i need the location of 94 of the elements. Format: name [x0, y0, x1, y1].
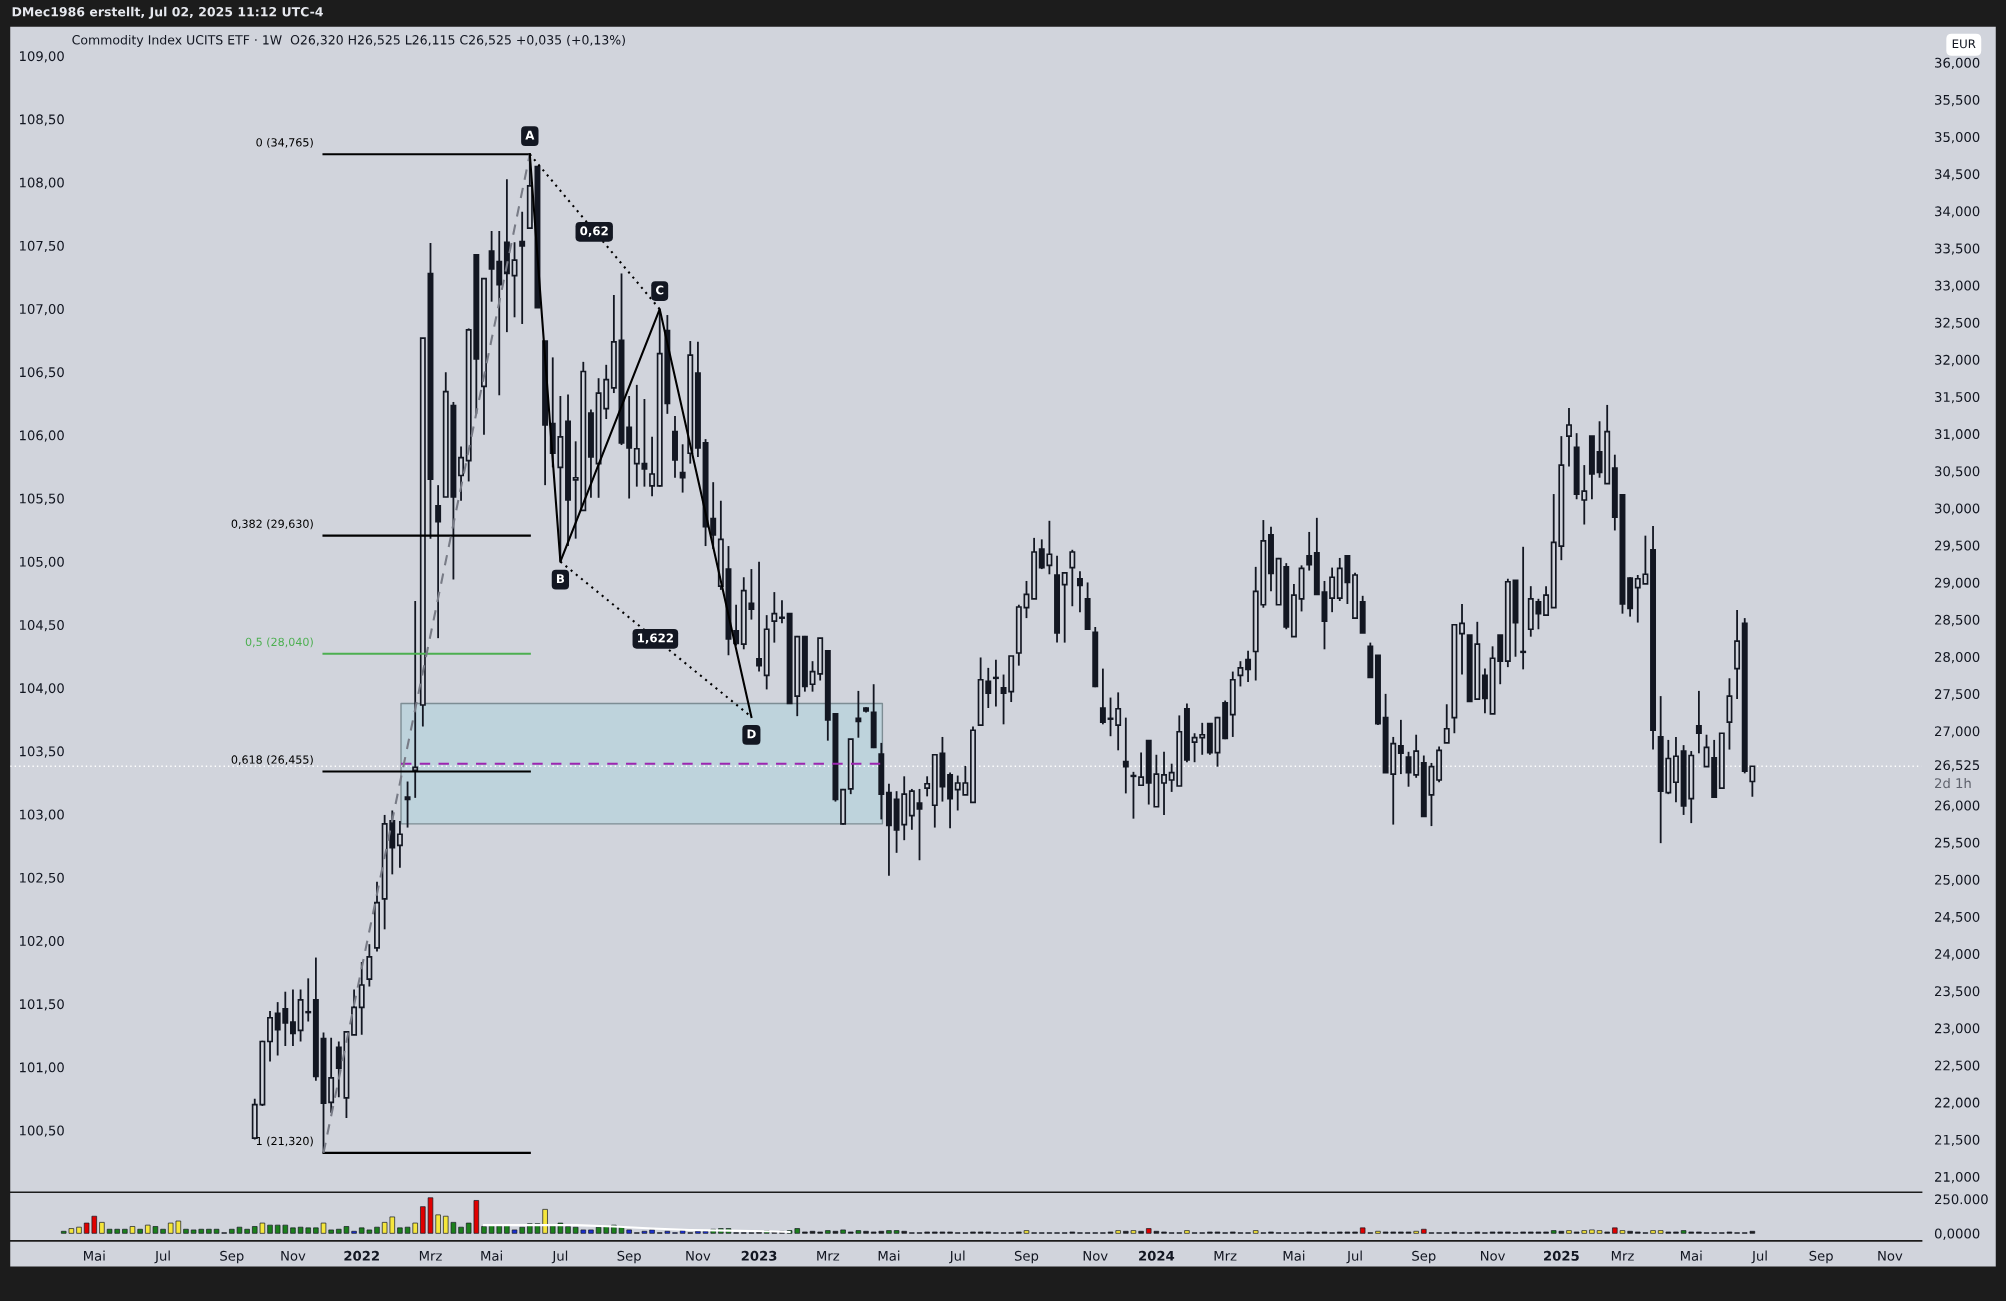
y-tick-label: 24,500 — [1935, 911, 1980, 924]
y-tick-label: 0,0000 — [1934, 1228, 1980, 1240]
y-tick-label: 250.000 — [1935, 1194, 1988, 1205]
x-tick-label: Mrz — [419, 1251, 442, 1261]
annotation: 0,62 — [580, 226, 608, 237]
series-label: 1 (21,320) — [256, 1136, 313, 1147]
y2-tick-label: 103,50 — [20, 746, 64, 758]
series-label: 0,5 (28,040) — [245, 637, 313, 648]
x-tick-label: Nov — [686, 1251, 711, 1261]
chart-subtitle: DMec1986 erstellt, Jul 02, 2025 11:12 UTC-4 — [12, 6, 323, 19]
y-axis-title: EUR — [1952, 39, 1976, 49]
y2-tick-label: 104,50 — [20, 619, 64, 632]
y-tick-label: 24,000 — [1935, 949, 1980, 961]
y2-tick-label: 101,50 — [20, 999, 64, 1011]
y-tick-label: 26,000 — [1935, 800, 1980, 812]
x-tick-label: 2023 — [741, 1250, 777, 1261]
y2-tick-label: 101,00 — [20, 1062, 64, 1074]
y-tick-label: 28,000 — [1935, 651, 1980, 664]
y-tick-label: 22,500 — [1935, 1060, 1980, 1072]
series-label: 0 (34,765) — [256, 137, 313, 148]
x-tick-label: Mrz — [1611, 1251, 1634, 1261]
annotation: D — [747, 729, 756, 739]
x-tick-label: Mai — [1680, 1250, 1702, 1261]
y-tick-label: 31,500 — [1935, 391, 1980, 404]
x-tick-label: Sep — [617, 1250, 641, 1264]
y-tick-label: 33,500 — [1935, 243, 1980, 255]
y2-tick-label: 106,50 — [20, 367, 64, 379]
y2-tick-label: 100,50 — [20, 1125, 64, 1137]
y2-tick-label: 104,00 — [20, 683, 64, 695]
text: Commodity Index UCITS ETF · 1W O26,320 H26,525 L26,115 C26,525 +0,035 (+0,13%) — [72, 34, 625, 47]
y2-tick-label: 108,00 — [20, 177, 64, 189]
y-tick-label: 34,000 — [1935, 206, 1980, 218]
x-tick-label: Sep — [1014, 1250, 1039, 1264]
y2-tick-label: 107,00 — [20, 303, 64, 316]
series-label: 0,618 (26,455) — [231, 755, 313, 766]
annotation: B — [556, 574, 565, 583]
x-tick-label: Nov — [1878, 1251, 1903, 1261]
x-tick-label: 2024 — [1139, 1250, 1175, 1261]
x-tick-label: Nov — [1481, 1251, 1506, 1261]
x-tick-label: Nov — [1083, 1251, 1108, 1261]
y-tick-label: 25,000 — [1935, 874, 1980, 887]
x-tick-label: Jul — [154, 1250, 170, 1264]
y-tick-label: 21,500 — [1935, 1134, 1980, 1147]
series-label: 0,382 (29,630) — [231, 519, 313, 530]
y-tick-label: 36,000 — [1935, 57, 1980, 70]
y-tick-label: 27,000 — [1935, 726, 1980, 738]
y-tick-label: 32,500 — [1935, 317, 1980, 330]
x-tick-label: Nov — [281, 1251, 306, 1261]
y-tick-label: 21,000 — [1935, 1171, 1980, 1184]
y-tick-label: 27,500 — [1935, 689, 1980, 701]
x-tick-label: Mai — [878, 1250, 900, 1261]
y2-tick-label: 106,00 — [20, 430, 64, 442]
x-tick-label: Jul — [949, 1250, 965, 1264]
y-tick-label: 35,000 — [1935, 132, 1980, 144]
y-tick-label: 28,500 — [1935, 614, 1980, 627]
y-tick-label: 30,000 — [1935, 503, 1980, 515]
ref-line-label: 26,525 — [1935, 760, 1980, 772]
y-tick-label: 33,000 — [1935, 280, 1980, 292]
y-tick-label: 30,500 — [1935, 466, 1980, 478]
x-tick-label: Jul — [1751, 1250, 1767, 1264]
x-tick-label: 2022 — [344, 1250, 379, 1261]
y-tick-label: 25,500 — [1935, 837, 1980, 849]
y2-tick-label: 102,00 — [20, 935, 64, 948]
y-tick-label: 31,000 — [1935, 429, 1980, 441]
text: 2d 1h — [1935, 777, 1971, 789]
x-tick-label: Mai — [1283, 1250, 1305, 1261]
y-tick-label: 35,500 — [1935, 94, 1980, 107]
annotation: A — [525, 130, 535, 140]
y2-tick-label: 105,00 — [20, 556, 64, 569]
x-tick-label: Mrz — [817, 1251, 840, 1261]
y2-tick-label: 107,50 — [20, 240, 64, 253]
y-tick-label: 29,000 — [1935, 577, 1980, 589]
x-tick-label: 2025 — [1544, 1250, 1579, 1261]
x-tick-label: Jul — [1346, 1250, 1362, 1264]
y-tick-label: 34,500 — [1935, 169, 1980, 181]
y-tick-label: 29,500 — [1935, 540, 1980, 552]
y2-tick-label: 102,50 — [20, 872, 64, 885]
x-tick-label: Sep — [1809, 1250, 1833, 1264]
y-tick-label: 22,000 — [1935, 1097, 1980, 1109]
y-tick-label: 23,500 — [1935, 986, 1980, 998]
x-tick-label: Sep — [220, 1250, 244, 1264]
y2-tick-label: 108,50 — [20, 114, 64, 126]
x-tick-label: Mrz — [1214, 1251, 1237, 1261]
y2-tick-label: 109,00 — [20, 51, 64, 63]
y-tick-label: 32,000 — [1935, 354, 1980, 367]
x-tick-label: Sep — [1412, 1250, 1436, 1264]
x-tick-label: Mai — [481, 1250, 502, 1261]
y2-tick-label: 105,50 — [20, 493, 64, 505]
x-tick-label: Jul — [551, 1250, 568, 1264]
y-tick-label: 23,000 — [1935, 1023, 1980, 1035]
annotation: C — [655, 285, 664, 295]
x-tick-label: Mai — [84, 1250, 105, 1261]
annotation: 1,622 — [638, 633, 673, 644]
y2-tick-label: 103,00 — [20, 809, 64, 821]
